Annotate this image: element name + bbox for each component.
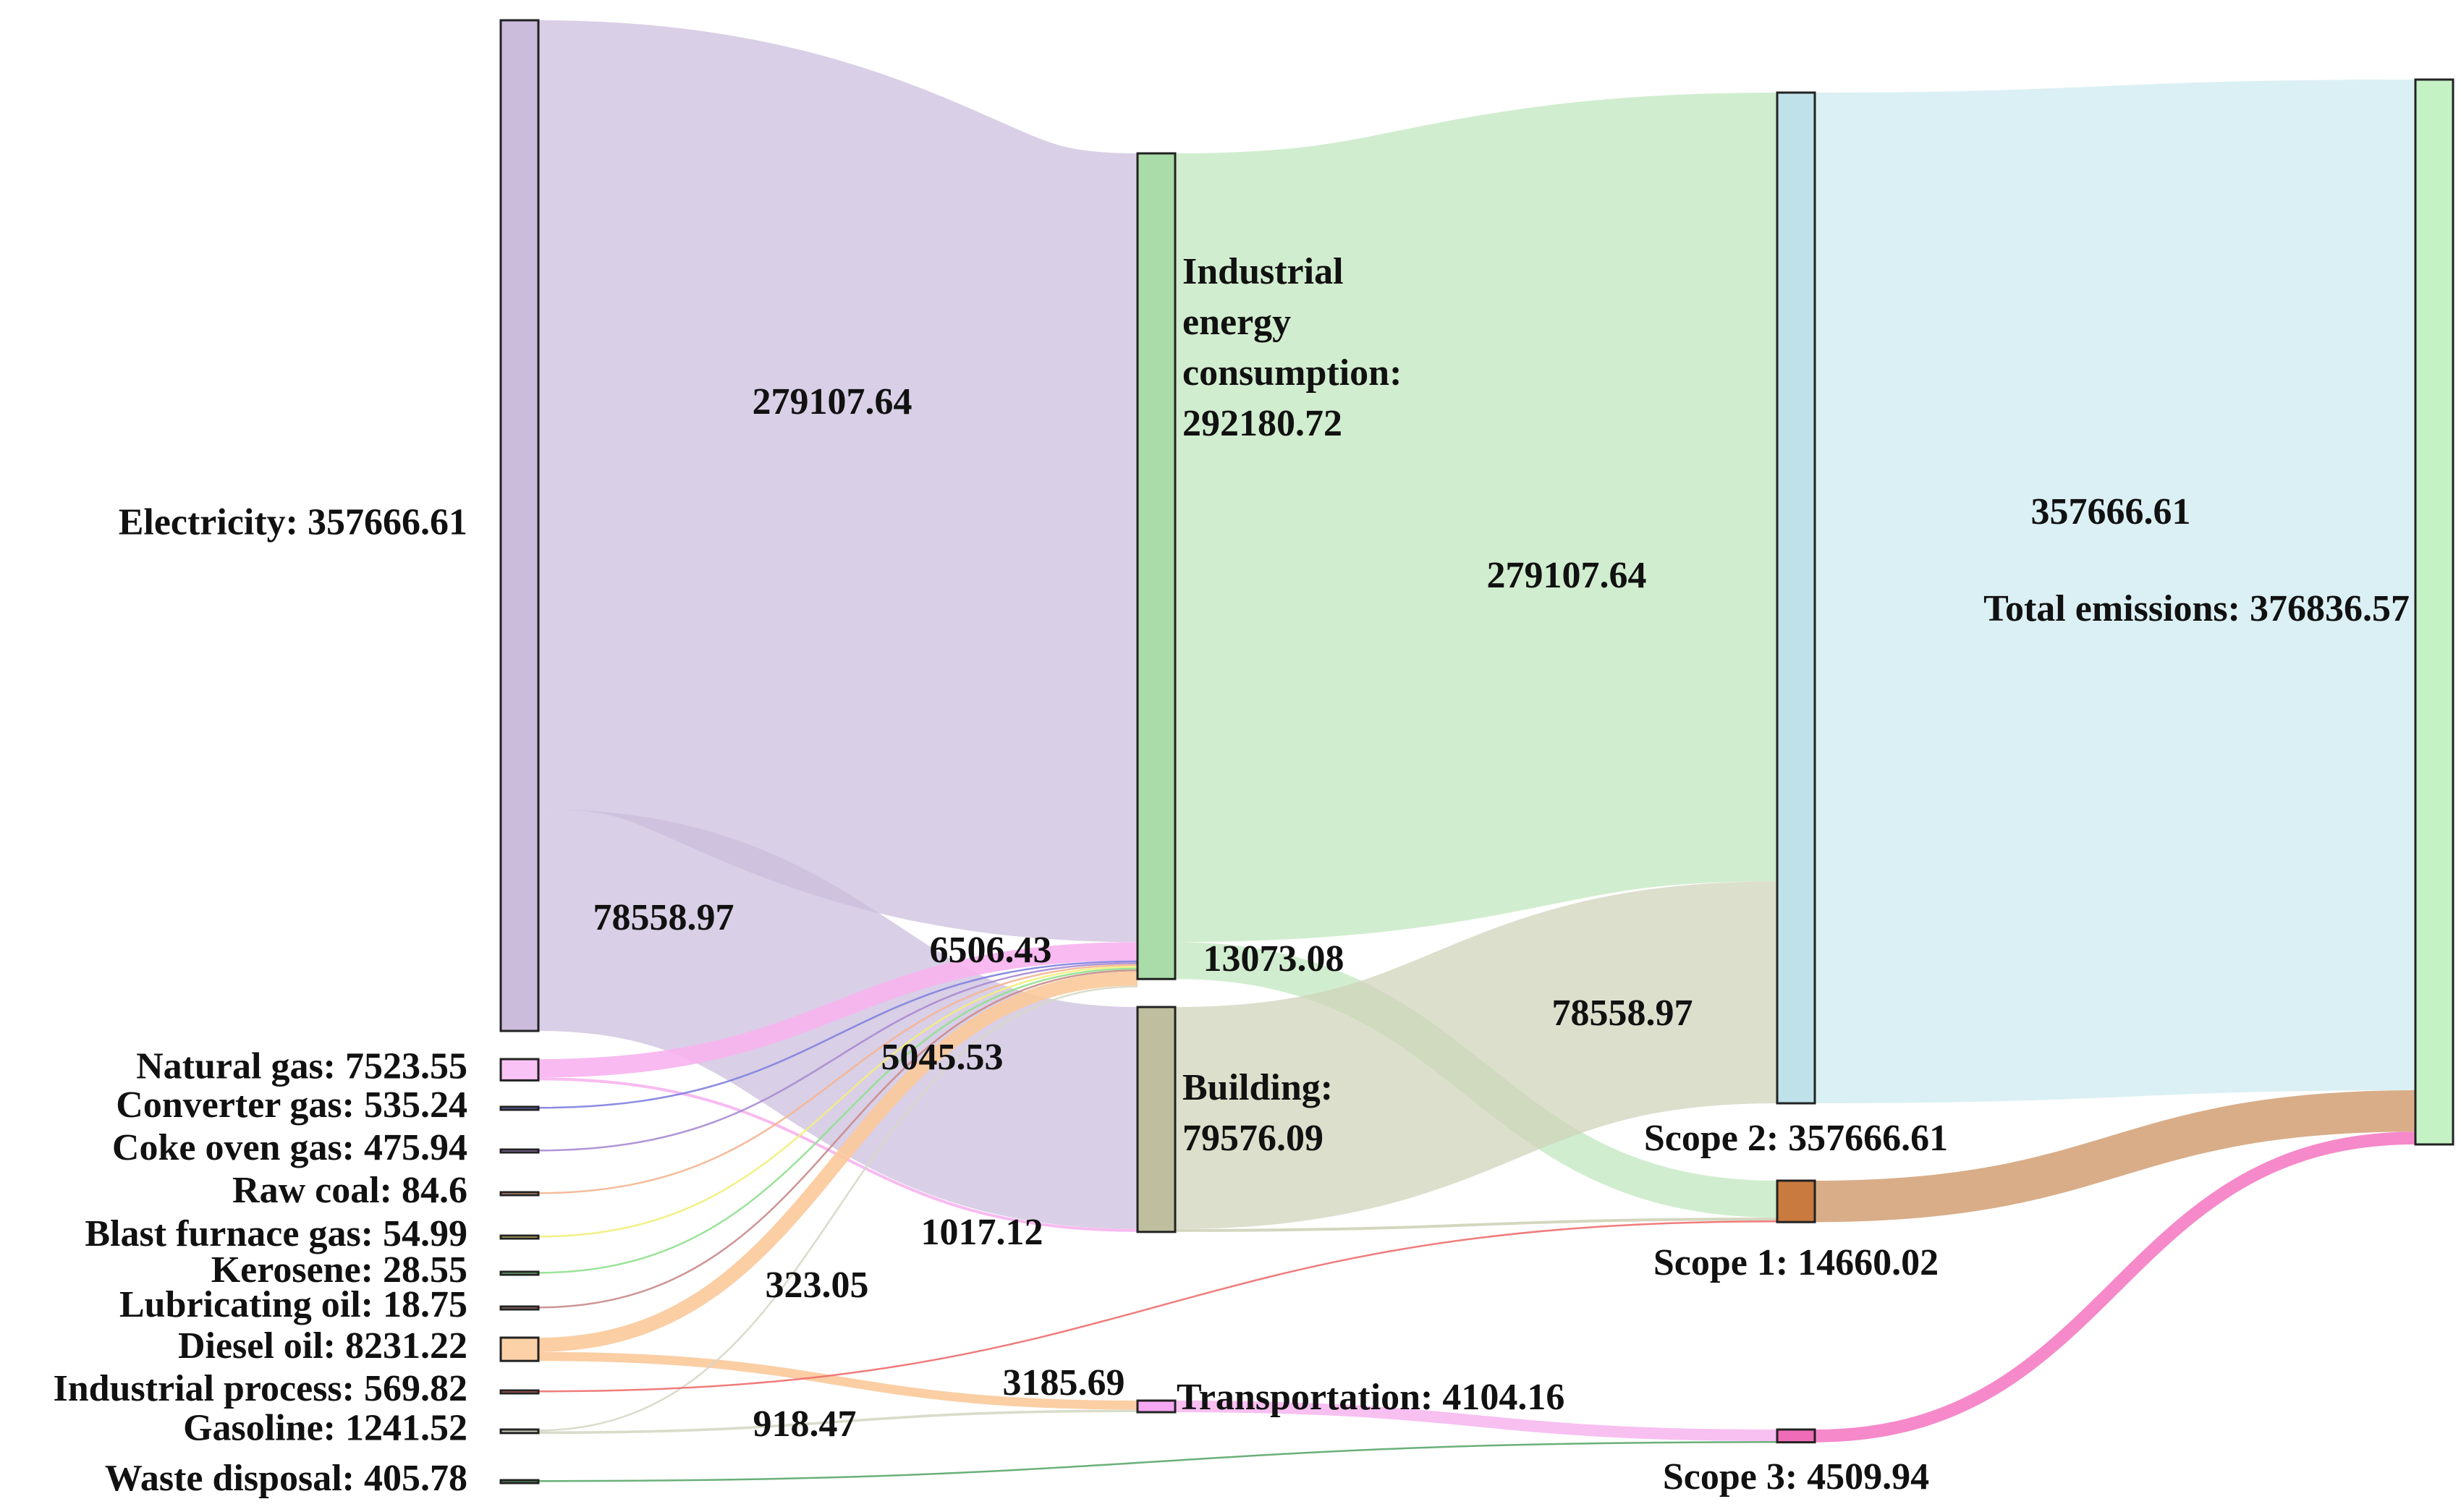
node-scope1 xyxy=(1776,1179,1816,1223)
link-lubricating_oil-to-industrial_energy xyxy=(538,969,1138,1309)
label-building-line-1: Building: xyxy=(1182,1067,1333,1108)
flow-label-3: 6506.43 xyxy=(930,930,1052,971)
link-raw_coal-to-industrial_energy xyxy=(538,964,1138,1194)
link-scope3-to-total xyxy=(1814,1131,2416,1443)
node-scope2 xyxy=(1776,91,1816,1105)
label-total: Total emissions: 376836.57 xyxy=(1983,588,2410,629)
link-building-to-scope2 xyxy=(1174,881,1778,1229)
label-coke_oven_gas: Coke oven gas: 475.94 xyxy=(112,1127,467,1168)
label-scope2: Scope 2: 357666.61 xyxy=(1644,1118,1948,1159)
link-industrial_process-to-scope1 xyxy=(538,1220,1778,1393)
flow-label-11: 78558.97 xyxy=(1552,993,1693,1034)
label-natural_gas: Natural gas: 7523.55 xyxy=(136,1046,467,1087)
link-electricity-to-industrial_energy xyxy=(533,20,1143,943)
node-converter_gas xyxy=(499,1105,540,1111)
label-industrial_energy-line-2: energy xyxy=(1182,302,1291,343)
label-gasoline: Gasoline: 1241.52 xyxy=(183,1407,467,1448)
label-diesel_oil: Diesel oil: 8231.22 xyxy=(178,1325,467,1367)
link-kerosene-to-industrial_energy xyxy=(538,967,1138,1274)
node-industrial_process xyxy=(499,1389,540,1395)
label-converter_gas: Converter gas: 535.24 xyxy=(116,1084,467,1126)
label-scope1: Scope 1: 14660.02 xyxy=(1653,1242,1939,1283)
link-industrial_energy-to-scope2 xyxy=(1173,93,1779,943)
node-scope3 xyxy=(1776,1428,1816,1444)
link-blast_furnace_gas-to-industrial_energy xyxy=(538,966,1138,1238)
link-diesel_oil-to-industrial_energy xyxy=(538,971,1138,1352)
label-scope3: Scope 3: 4509.94 xyxy=(1663,1456,1929,1498)
link-transportation-to-scope3 xyxy=(1174,1401,1778,1442)
link-coke_oven_gas-to-industrial_energy xyxy=(538,962,1138,1152)
label-industrial_energy-line-1: Industrial xyxy=(1182,251,1344,292)
node-coke_oven_gas xyxy=(499,1148,540,1154)
node-diesel_oil xyxy=(499,1336,540,1362)
flow-label-5: 5045.53 xyxy=(881,1037,1004,1078)
link-gasoline-to-industrial_energy xyxy=(538,985,1138,1432)
flow-label-2: 78558.97 xyxy=(593,897,734,938)
node-blast_furnace_gas xyxy=(499,1234,540,1240)
link-converter_gas-to-industrial_energy xyxy=(538,960,1138,1109)
label-raw_coal: Raw coal: 84.6 xyxy=(232,1170,467,1211)
label-waste_disposal: Waste disposal: 405.78 xyxy=(105,1458,467,1499)
flow-label-6: 3185.69 xyxy=(1003,1362,1125,1403)
label-industrial_process: Industrial process: 569.82 xyxy=(53,1368,467,1409)
flow-label-8: 918.47 xyxy=(753,1403,857,1445)
label-kerosene: Kerosene: 28.55 xyxy=(211,1249,467,1291)
label-blast_furnace_gas: Blast furnace gas: 54.99 xyxy=(85,1213,467,1254)
label-lubricating_oil: Lubricating oil: 18.75 xyxy=(119,1284,467,1325)
flow-label-9: 279107.64 xyxy=(1487,555,1647,596)
flow-label-12: 357666.61 xyxy=(2031,491,2191,532)
link-scope1-to-total xyxy=(1814,1090,2416,1223)
flow-label-4: 1017.12 xyxy=(921,1212,1043,1253)
link-waste_disposal-to-scope3 xyxy=(538,1441,1778,1482)
sankey-nodes xyxy=(499,19,2454,1485)
node-kerosene xyxy=(499,1270,540,1276)
label-transportation: Transportation: 4104.16 xyxy=(1177,1377,1564,1418)
node-natural_gas xyxy=(499,1058,540,1082)
node-electricity xyxy=(499,19,540,1032)
node-total xyxy=(2414,78,2454,1146)
flow-label-7: 323.05 xyxy=(766,1265,869,1306)
node-transportation xyxy=(1136,1399,1177,1414)
label-electricity: Electricity: 357666.61 xyxy=(119,501,467,543)
node-raw_coal xyxy=(499,1191,540,1197)
node-lubricating_oil xyxy=(499,1305,540,1311)
link-scope2-to-total xyxy=(1814,79,2416,1104)
flow-label-10: 13073.08 xyxy=(1203,938,1344,980)
label-industrial_energy-line-3: consumption: xyxy=(1182,352,1402,394)
link-gasoline-to-transportation xyxy=(538,1409,1138,1435)
sankey-labels: Electricity: 357666.61 Natural gas: 7523.… xyxy=(53,251,2410,1499)
label-building-line-2: 79576.09 xyxy=(1182,1118,1323,1159)
node-industrial_energy xyxy=(1136,152,1177,980)
node-building xyxy=(1136,1006,1177,1233)
link-natural_gas-to-industrial_energy xyxy=(538,942,1138,1078)
link-building-to-scope1 xyxy=(1174,1218,1778,1232)
node-gasoline xyxy=(499,1428,540,1435)
node-waste_disposal xyxy=(499,1479,540,1485)
flow-label-1: 279107.64 xyxy=(753,381,912,422)
label-industrial_energy-line-4: 292180.72 xyxy=(1182,403,1342,444)
sankey-links xyxy=(533,20,2416,1482)
link-diesel_oil-to-transportation xyxy=(538,1351,1138,1410)
